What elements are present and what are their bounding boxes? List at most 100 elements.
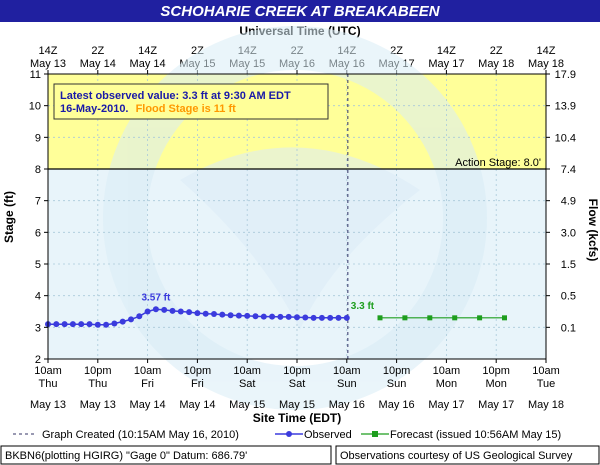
stage-axis-title: Stage (ft) [2,191,16,243]
stage-tick-label: 8 [35,164,41,176]
stage-tick-label: 3 [35,322,41,334]
bottom-tick-label-day: Fri [141,378,154,390]
observed-point [152,306,159,313]
flow-axis-ticks: 17.9 13.9 10.4 7.4 4.9 3.0 1.5 0.5 0.1 [546,69,576,334]
observed-point [177,308,184,315]
info-box [53,83,329,120]
bottom-axis-title: Site Time (EDT) [253,411,341,425]
observed-point [310,314,317,321]
bottom-tick-label-time: 10am [333,365,361,377]
flow-tick-label: 1.5 [561,259,576,271]
latest-annotation: 3.3 ft [351,301,375,312]
flow-tick-label: 0.5 [561,291,576,303]
bottom-tick-label-time: 10am [34,365,62,377]
stage-axis-ticks: 2 3 4 5 6 7 8 9 10 11 [29,69,48,366]
observed-point [269,313,276,320]
observed-point [136,313,143,320]
flow-axis-title: Flow (kcfs) [586,199,600,262]
observed-point [111,320,118,327]
action-stage-label: Action Stage: 8.0' [455,157,541,169]
stage-tick-label: 2 [35,354,41,366]
bottom-tick-label-date: May 17 [428,399,464,411]
bottom-tick-label-day: Fri [191,378,204,390]
footer-left-box [0,445,332,465]
title-bar [0,0,600,22]
forecast-point [502,315,507,321]
observed-point [219,311,226,318]
observed-point [78,321,85,328]
observed-point [235,312,242,319]
bottom-tick-label-time: 10am [532,365,560,377]
observed-series [45,306,350,328]
info-date: 16-May-2010. [60,103,129,115]
observed-point [285,313,292,320]
observed-point [227,312,234,319]
bottom-tick-label-date: May 14 [130,399,166,411]
info-line-2: 16-May-2010. Flood Stage is 11 ft [60,103,236,115]
top-tick-label-date: May 17 [428,58,464,70]
observed-point [144,308,151,315]
bottom-tick-label-time: 10am [134,365,162,377]
footer-right-box [335,445,600,465]
observed-point [103,321,110,328]
bottom-tick-label-day: Sat [239,378,256,390]
observed-point [69,321,76,328]
stage-tick-label: 10 [29,101,41,113]
stage-tick-label: 6 [35,227,41,239]
info-flood-stage: Flood Stage is 11 ft [136,103,237,115]
observed-point [186,309,193,316]
legend-forecast-label: Forecast (issued 10:56AM May 15) [390,429,561,441]
top-tick-label-date: May 13 [30,58,66,70]
top-tick-label-time: 2Z [490,45,503,57]
chart-title: SCHOHARIE CREEK AT BREAKABEEN [160,3,440,20]
flow-tick-label: 10.4 [555,132,576,144]
bottom-tick-label-day: Thu [39,378,58,390]
flow-tick-label: 4.9 [561,196,576,208]
flow-tick-label: 3.0 [561,227,576,239]
observed-point [119,318,126,325]
bottom-tick-label-day: Thu [88,378,107,390]
bottom-tick-label-date: May 15 [229,399,265,411]
bottom-tick-label-day: Mon [436,378,457,390]
top-tick-label-date: May 14 [130,58,166,70]
forecast-series [377,315,507,321]
bottom-tick-label-date: May 14 [179,399,215,411]
bottom-tick-label-time: 10am [433,365,461,377]
flow-tick-label: 17.9 [555,69,576,81]
bottom-tick-label-date: May 15 [279,399,315,411]
bottom-tick-label-date: May 17 [478,399,514,411]
stage-tick-label: 11 [30,69,41,81]
bottom-tick-label-date: May 16 [379,399,415,411]
bottom-tick-label-date: May 13 [30,399,66,411]
top-tick-label-time: 14Z [39,45,58,57]
peak-annotation: 3.57 ft [141,292,171,303]
stage-tick-label: 4 [35,291,41,303]
legend-observed-marker [286,431,292,437]
observed-point [161,306,168,313]
bottom-tick-label-date: May 13 [80,399,116,411]
observed-point [94,321,101,328]
observed-point [194,310,201,317]
observed-point [294,314,300,321]
footer-credit: Observations courtesy of US Geological S… [340,450,573,462]
observed-point [211,311,217,318]
legend: Graph Created (10:15AM May 16, 2010) Obs… [13,429,561,441]
stage-tick-label: 9 [35,132,41,144]
observed-point [128,316,134,323]
top-tick-label-date: May 18 [478,58,514,70]
top-tick-label-time: 14Z [537,45,556,57]
bottom-tick-label-time: 10pm [283,365,311,377]
stage-tick-label: 5 [35,259,41,271]
flow-tick-label: 13.9 [555,101,576,113]
legend-created-label: Graph Created (10:15AM May 16, 2010) [42,429,239,441]
bottom-tick-label-date: May 16 [329,399,365,411]
bottom-tick-label-day: Tue [537,378,556,390]
bottom-tick-label-time: 10pm [482,365,510,377]
legend-forecast-marker [372,431,378,437]
flow-tick-label: 7.4 [561,164,576,176]
top-tick-label-date: May 14 [80,58,116,70]
observed-point [202,310,209,317]
forecast-point [377,315,383,321]
